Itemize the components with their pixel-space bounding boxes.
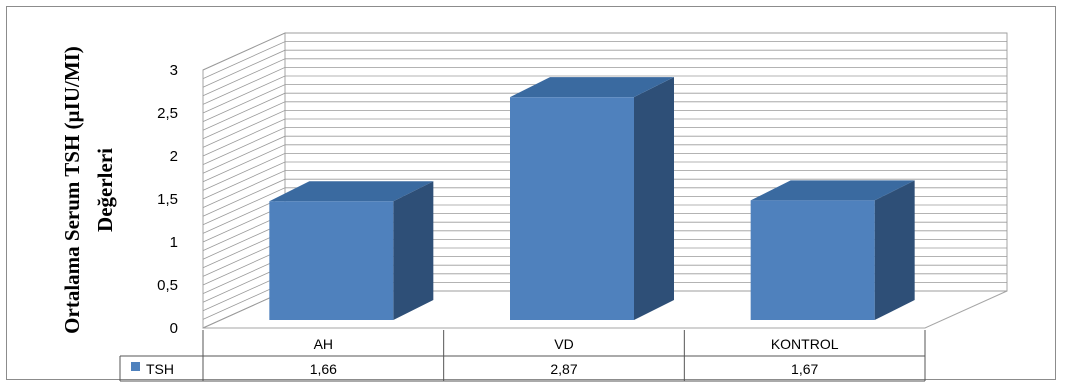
gridline — [202, 75, 1007, 114]
bar-front — [510, 97, 634, 321]
x-tick-label: VD — [554, 336, 573, 352]
data-label: 2,87 — [550, 361, 577, 377]
bar-front — [269, 201, 394, 320]
y-axis-label-line2: Değerleri — [93, 148, 117, 232]
bar-ah — [269, 181, 434, 320]
gridline — [202, 170, 1007, 208]
gridline — [202, 84, 1007, 122]
gridline — [202, 67, 1007, 105]
gridline — [202, 187, 1007, 226]
data-label: 1,67 — [791, 361, 818, 377]
gridline — [202, 32, 1007, 71]
y-tick-label: 2,5 — [157, 105, 178, 122]
x-tick-label: KONTROL — [771, 336, 839, 352]
gridline — [202, 178, 1007, 217]
gridline — [202, 144, 1007, 183]
bar-side — [393, 181, 434, 320]
x-tick-label: AH — [314, 336, 333, 352]
y-tick-label: 2 — [170, 148, 178, 165]
bar-side — [634, 77, 674, 321]
bar-side — [874, 180, 915, 320]
gridline — [202, 118, 1007, 157]
bar-top — [510, 77, 674, 98]
bar-top — [750, 180, 915, 201]
y-tick-label: 0,5 — [157, 277, 178, 294]
y-tick-label: 3 — [170, 62, 178, 79]
y-tick-label: 1 — [170, 234, 178, 251]
gridline — [202, 58, 1007, 97]
gridline — [202, 161, 1007, 200]
gridline — [202, 110, 1007, 148]
gridline — [202, 152, 1007, 191]
y-tick-label: 0 — [170, 320, 178, 337]
gridline — [202, 135, 1007, 174]
legend-label: TSH — [146, 361, 174, 377]
data-table: AH VD KONTROL 1,66 2,87 1,67 TSH — [119, 330, 926, 382]
data-label: 1,66 — [310, 361, 337, 377]
gridline — [202, 41, 1007, 79]
gridline — [202, 101, 1007, 140]
y-tick-label: 1,5 — [157, 191, 178, 208]
y-axis-label: Ortalama Serum TSH (µIU/MI) — [60, 46, 84, 334]
bars — [269, 77, 915, 321]
bar-vd — [510, 77, 674, 321]
gridline — [202, 92, 1007, 131]
bar-kontrol — [750, 180, 915, 320]
bar-front — [750, 200, 875, 320]
y-tick-labels: 0 0,5 1 1,5 2 2,5 3 — [157, 62, 178, 337]
gridline — [202, 49, 1007, 88]
legend-swatch — [131, 362, 140, 371]
gridline — [202, 127, 1007, 165]
bar-top — [269, 181, 434, 202]
